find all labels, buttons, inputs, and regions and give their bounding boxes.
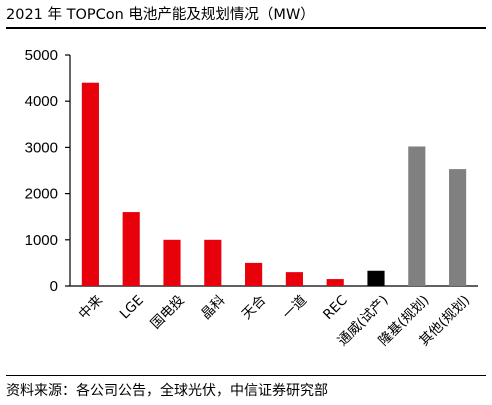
- bar: [408, 146, 426, 286]
- source-note: 资料来源：各公司公告，全球光伏，中信证券研究部: [6, 383, 328, 399]
- x-tick-label: 一道: [280, 292, 310, 322]
- bar: [285, 272, 303, 286]
- y-tick-label: 1000: [25, 232, 58, 249]
- x-tick-label: LGE: [117, 292, 147, 322]
- x-tick-label: 中来: [76, 292, 107, 323]
- y-tick-label: 0: [50, 278, 58, 295]
- y-tick-label: 3000: [25, 139, 58, 156]
- x-tick-label: 国电投: [148, 292, 188, 332]
- source-rule: [6, 375, 486, 376]
- title-rule: [6, 27, 486, 29]
- bar: [245, 262, 263, 286]
- x-tick-label: 天合: [239, 292, 270, 323]
- bars: [81, 82, 467, 286]
- bar: [81, 82, 99, 286]
- y-tick-label: 5000: [25, 47, 58, 64]
- chart-title: 2021 年 TOPCon 电池产能及规划情况（MW）: [6, 7, 315, 23]
- bar: [122, 212, 140, 286]
- bar: [163, 239, 181, 286]
- x-tick-label: 晶科: [198, 292, 229, 323]
- y-tick-label: 2000: [25, 186, 58, 203]
- y-tick-label: 4000: [25, 93, 58, 110]
- bar: [367, 270, 385, 286]
- bar: [204, 239, 222, 286]
- x-tick-label: REC: [320, 292, 351, 323]
- bar: [449, 169, 467, 286]
- bar: [326, 279, 344, 286]
- y-axis: 0 1000 2000 3000 4000 5000: [25, 47, 71, 295]
